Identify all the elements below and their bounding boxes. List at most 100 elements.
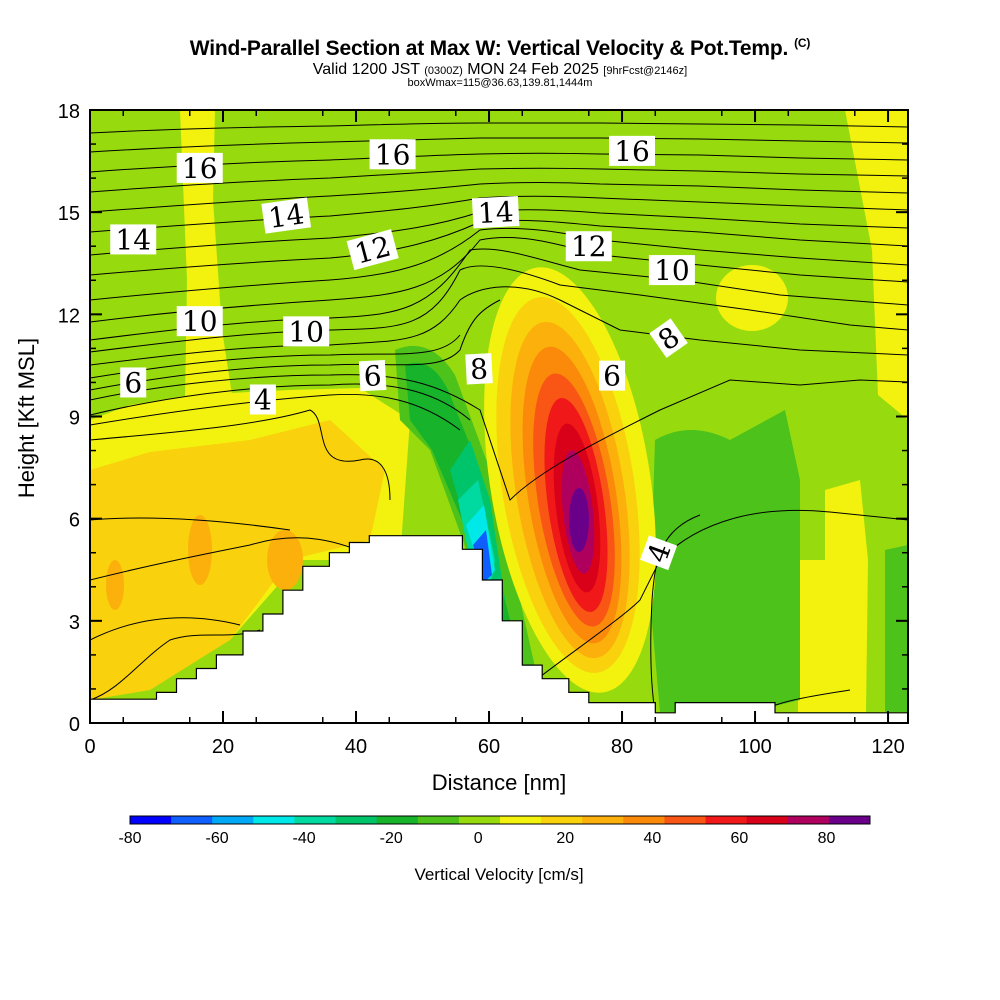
- colorbar-swatch: [458, 816, 501, 824]
- isentrope-line: [90, 383, 471, 421]
- weak-updraft-column: [180, 110, 232, 415]
- contour-label-text: 10: [288, 315, 324, 348]
- colorbar-tick-label: -80: [118, 830, 141, 847]
- contour-label-text: 8: [469, 352, 489, 386]
- colorbar-swatch: [828, 816, 871, 824]
- chart-title: Wind-Parallel Section at Max W: Vertical…: [0, 36, 1000, 61]
- x-tick-label: 20: [212, 736, 234, 758]
- x-axis-title: Distance [nm]: [432, 770, 567, 795]
- x-tick-label: 60: [478, 736, 500, 758]
- weak-updraft-edge: [845, 110, 908, 420]
- isentrope-line: [90, 537, 381, 581]
- isentrope-line: [90, 227, 908, 301]
- lee-updraft-core: [267, 530, 303, 590]
- contour-label-box: [261, 197, 312, 234]
- isentrope-line: [90, 167, 908, 193]
- contour-label: 10: [176, 305, 223, 338]
- colorbar-swatch: [705, 816, 748, 824]
- contour-label-text: 14: [266, 197, 306, 235]
- y-tick-label: 0: [69, 714, 80, 736]
- x-tick-label: 100: [738, 736, 771, 758]
- contour-label: 14: [110, 223, 157, 256]
- colorbar-swatch: [294, 816, 337, 824]
- colorbar-swatch: [787, 816, 830, 824]
- valid-zulu: (0300Z): [424, 65, 463, 77]
- valid-date: MON 24 Feb 2025: [467, 61, 599, 78]
- contour-label-box: [369, 139, 416, 170]
- contour-label-box: [120, 367, 147, 398]
- contour-label: 14: [471, 195, 520, 230]
- colorbar-swatch: [130, 816, 172, 824]
- contour-label: 12: [346, 229, 399, 271]
- contour-label-text: 14: [115, 223, 151, 256]
- colorbar-swatch: [417, 816, 460, 824]
- downstream-updraft: [798, 560, 826, 712]
- colorbar-swatch: [253, 816, 295, 824]
- isentrope-line: [90, 629, 261, 701]
- contour-label-text: 6: [124, 366, 142, 399]
- contour-label-box: [465, 353, 493, 385]
- contour-label-box: [249, 384, 276, 415]
- contour-label-box: [110, 224, 157, 255]
- contour-label-text: 6: [603, 360, 621, 393]
- y-tick-label: 18: [58, 101, 80, 123]
- updraft-level-90: [569, 488, 589, 552]
- weak-updraft-cell: [716, 265, 788, 331]
- colorbar-swatch: [541, 816, 583, 824]
- colorbar-tick-label: 20: [556, 830, 574, 847]
- x-tick-label: 120: [871, 736, 904, 758]
- colorbar-tick-label: 0: [474, 830, 483, 847]
- contour-label-text: 10: [654, 254, 690, 287]
- contour-label: 12: [565, 230, 612, 263]
- downstream-downdraft: [650, 410, 800, 712]
- contour-label-text: 12: [571, 230, 607, 263]
- contour-label-text: 6: [363, 359, 383, 393]
- colorbar-tick-label: -20: [380, 830, 403, 847]
- isentrope-line: [90, 219, 908, 276]
- contour-label: 10: [648, 254, 695, 287]
- colorbar-swatch: [623, 816, 665, 824]
- contour-label-box: [471, 195, 520, 229]
- isentrope-line: [90, 122, 908, 134]
- isentrope-line: [90, 409, 391, 501]
- x-tick-label: 80: [611, 736, 633, 758]
- contour-label: 6: [120, 366, 147, 399]
- colorbar-swatch: [582, 816, 624, 824]
- colorbar: -80 -60 -40 -20 0 20 40 60 80: [118, 815, 871, 847]
- contour-label: 10: [283, 315, 330, 348]
- contour-label-text: 4: [254, 383, 272, 416]
- contour-label-text: 16: [614, 135, 650, 168]
- x-tick-label: 40: [345, 736, 367, 758]
- contour-label: 16: [369, 138, 416, 171]
- colorbar-swatch: [746, 816, 789, 824]
- isentrope-line: [90, 393, 461, 431]
- contour-label-text: 16: [182, 152, 218, 185]
- colorbar-tick-label: 40: [643, 830, 661, 847]
- isentrope-line: [90, 182, 908, 213]
- colorbar-swatch: [664, 816, 707, 824]
- terrain-profile: [90, 535, 908, 723]
- contour-label: 8: [465, 352, 493, 386]
- contour-label-box: [565, 231, 612, 262]
- lee-updraft-core: [188, 515, 212, 585]
- colorbar-tick-label: -40: [293, 830, 316, 847]
- valid-time: Valid 1200 JST: [312, 61, 420, 78]
- x-tick-label: 0: [84, 736, 95, 758]
- y-tick-label: 12: [58, 305, 80, 327]
- contour-label: 6: [358, 359, 387, 393]
- axis-ticks: 0 20 40 60 80 100 120 0 3 6 9 12 15 18: [58, 101, 908, 758]
- isentrope-line: [90, 334, 461, 379]
- chart-title-text: Wind-Parallel Section at Max W: Vertical…: [189, 37, 789, 60]
- isentropes: [90, 122, 908, 713]
- colorbar-swatch: [376, 816, 419, 824]
- colorbar-title: Vertical Velocity [cm/s]: [414, 865, 583, 884]
- colorbar-tick-label: -60: [205, 830, 228, 847]
- y-tick-label: 15: [58, 203, 80, 225]
- copyright-mark: (C): [794, 36, 811, 50]
- contour-label-box: [176, 152, 223, 183]
- colorbar-frame: [129, 815, 871, 825]
- colorbar-tick-label: 80: [818, 830, 836, 847]
- lee-updraft-light-orange: [90, 420, 385, 700]
- contour-label-box: [283, 316, 330, 347]
